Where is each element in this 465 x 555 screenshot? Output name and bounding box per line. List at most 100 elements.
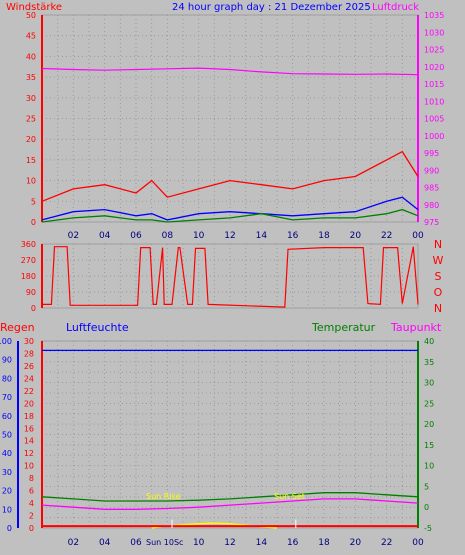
x-tick-label: 12 xyxy=(224,538,235,548)
humidity-tick-label: 20 xyxy=(24,399,34,408)
humidity-tick-label: 0 xyxy=(29,524,34,533)
pressure-tick-label: 1010 xyxy=(424,97,444,106)
x-tick-label: 02 xyxy=(68,231,79,241)
x-tick-label: 12 xyxy=(224,231,235,241)
humidity-tick-label: 4 xyxy=(29,499,34,508)
compass-label: S xyxy=(435,270,442,283)
pressure-tick-label: 1025 xyxy=(424,46,444,55)
x-tick-label: 06 xyxy=(130,538,142,548)
rain-tick-label: 50 xyxy=(2,431,12,440)
pressure-tick-label: 1035 xyxy=(424,11,444,20)
rain-tick-label: 20 xyxy=(2,487,12,496)
wind-tick-label: 25 xyxy=(26,115,36,124)
humidity-tick-label: 16 xyxy=(24,424,34,433)
rain-tick-label: 0 xyxy=(7,524,12,533)
humidity-tick-label: 26 xyxy=(24,362,34,371)
humidity-tick-label: 12 xyxy=(24,449,34,458)
x-tick-label: 22 xyxy=(381,231,392,241)
x-tick-label: 14 xyxy=(256,231,268,241)
x-tick-label: 02 xyxy=(68,538,79,548)
x-tick-label: 20 xyxy=(350,231,362,241)
rain-axis-label: Regen xyxy=(0,321,35,334)
temperature-tick-label: 35 xyxy=(424,358,434,367)
humidity-tick-label: 14 xyxy=(24,437,34,446)
direction-tick-label: 180 xyxy=(21,272,36,281)
humidity-tick-label: 30 xyxy=(24,337,34,346)
series-b-en xyxy=(41,150,419,202)
humidity-axis-label: Luftfeuchte xyxy=(66,321,129,334)
direction-tick-label: 90 xyxy=(26,288,36,297)
direction-tick-label: 270 xyxy=(21,256,36,265)
pressure-tick-label: 990 xyxy=(424,166,439,175)
chart-title: 24 hour graph day : 21 Dezember 2025 xyxy=(172,2,371,13)
rain-tick-label: 30 xyxy=(2,468,12,477)
rain-tick-label: 40 xyxy=(2,449,12,458)
wind-tick-label: 0 xyxy=(31,218,36,227)
wind-tick-label: 45 xyxy=(26,32,36,41)
temperature-tick-label: 15 xyxy=(424,441,434,450)
rain-tick-label: 100 xyxy=(0,337,12,346)
temperature-tick-label: 0 xyxy=(424,503,429,512)
temperature-axis-label: Temperatur xyxy=(311,321,376,334)
series-wind-direction xyxy=(42,246,419,308)
x-tick-label: 18 xyxy=(318,231,330,241)
dewpoint-axis-label: Taupunkt xyxy=(390,321,442,334)
rain-tick-label: 70 xyxy=(2,393,12,402)
wind-tick-label: 5 xyxy=(31,197,36,206)
pressure-tick-label: 1000 xyxy=(424,132,444,141)
wind-tick-label: 15 xyxy=(26,156,36,165)
x-tick-label: 18 xyxy=(318,538,330,548)
wind-tick-label: 35 xyxy=(26,73,36,82)
temperature-tick-label: 40 xyxy=(424,337,434,346)
humidity-tick-label: 24 xyxy=(24,374,34,383)
direction-tick-label: 0 xyxy=(31,304,36,313)
temperature-tick-label: 5 xyxy=(424,482,429,491)
x-tick-label: 08 xyxy=(162,231,174,241)
x-tick-label: 22 xyxy=(381,538,392,548)
humidity-tick-label: 18 xyxy=(24,412,34,421)
compass-label: O xyxy=(434,286,443,299)
wind-tick-label: 50 xyxy=(26,11,36,20)
pressure-tick-label: 995 xyxy=(424,149,439,158)
humidity-tick-label: 8 xyxy=(29,474,34,483)
temperature-tick-label: -5 xyxy=(424,524,432,533)
x-tick-label: 14 xyxy=(256,538,268,548)
pressure-tick-label: 980 xyxy=(424,201,439,210)
x-tick-label: 00 xyxy=(412,538,424,548)
series-luftdruck xyxy=(41,67,419,76)
humidity-tick-label: 6 xyxy=(29,487,34,496)
rain-tick-label: 90 xyxy=(2,356,12,365)
humidity-tick-label: 28 xyxy=(24,349,34,358)
series-wind xyxy=(41,196,419,221)
pressure-tick-label: 975 xyxy=(424,218,439,227)
temperature-tick-label: 30 xyxy=(424,379,434,388)
humidity-tick-label: 2 xyxy=(29,512,34,521)
direction-tick-label: 360 xyxy=(21,240,36,249)
pressure-tick-label: 1020 xyxy=(424,63,444,72)
pressure-tick-label: 1015 xyxy=(424,80,444,89)
humidity-tick-label: 22 xyxy=(24,387,34,396)
temperature-tick-label: 25 xyxy=(424,399,434,408)
wind-tick-label: 40 xyxy=(26,52,36,61)
wind-tick-label: 10 xyxy=(26,177,36,186)
sun-date-label: Sun 10Sc xyxy=(146,538,183,547)
x-tick-label: 00 xyxy=(412,231,424,241)
temperature-tick-label: 10 xyxy=(424,462,434,471)
wind-tick-label: 20 xyxy=(26,135,36,144)
compass-label: N xyxy=(434,238,442,251)
x-tick-label: 10 xyxy=(193,231,205,241)
x-tick-label: 04 xyxy=(99,231,111,241)
wind-tick-label: 30 xyxy=(26,94,36,103)
x-tick-label: 20 xyxy=(350,538,362,548)
wind-axis-label: Windstärke xyxy=(6,2,62,13)
pressure-tick-label: 1005 xyxy=(424,115,444,124)
pressure-tick-label: 1030 xyxy=(424,28,444,37)
series-taupunkt xyxy=(41,498,419,510)
series-wind-min xyxy=(41,208,419,223)
compass-label: W xyxy=(433,254,444,267)
pressure-tick-label: 985 xyxy=(424,184,439,193)
temperature-tick-label: 20 xyxy=(424,420,434,429)
x-tick-label: 16 xyxy=(287,538,299,548)
